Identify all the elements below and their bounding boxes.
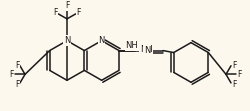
Text: N: N	[64, 36, 70, 45]
Text: N: N	[98, 36, 105, 45]
Text: NH: NH	[140, 45, 153, 54]
Text: NH: NH	[126, 41, 138, 50]
Text: F: F	[65, 1, 69, 10]
Text: F: F	[232, 80, 237, 89]
Text: F: F	[237, 70, 242, 79]
Text: N: N	[144, 46, 150, 55]
Text: F: F	[9, 70, 14, 79]
Text: F: F	[15, 61, 19, 70]
Text: F: F	[15, 80, 19, 89]
Text: F: F	[76, 8, 81, 17]
Text: F: F	[53, 8, 58, 17]
Text: F: F	[232, 61, 237, 70]
